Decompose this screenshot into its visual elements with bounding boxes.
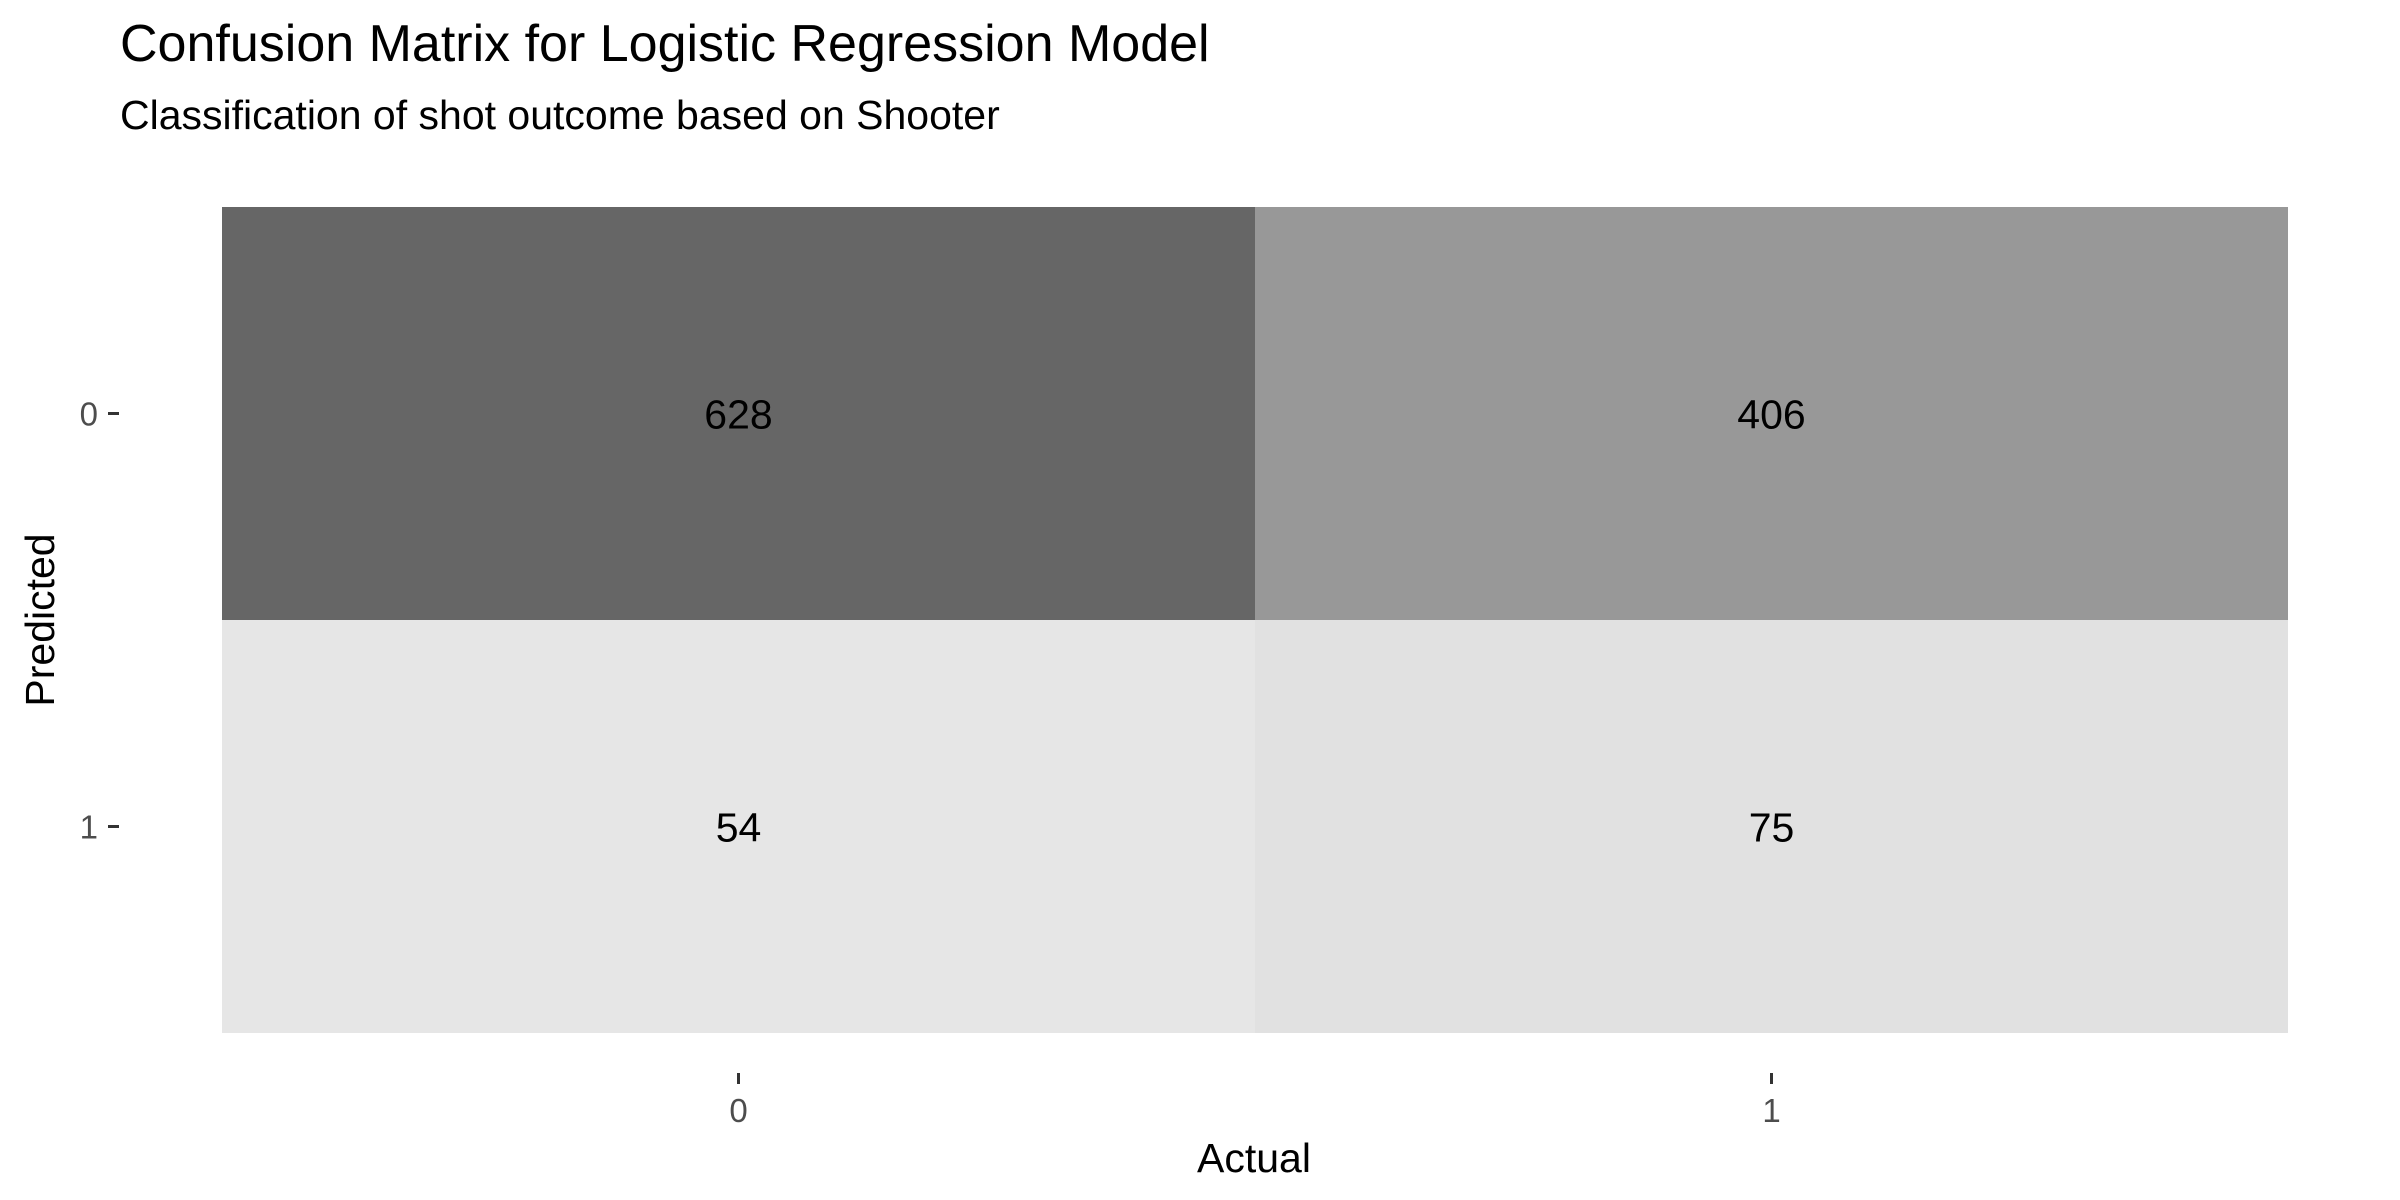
heatmap-cell-pred0-act1 [1255, 207, 2288, 620]
chart-subtitle: Classification of shot outcome based on … [120, 92, 1000, 138]
x-axis-tick-label: 0 [729, 1092, 747, 1129]
y-axis-tick-label: 1 [80, 809, 98, 846]
y-axis-title: Predicted [17, 533, 63, 706]
chart-title: Confusion Matrix for Logistic Regression… [120, 15, 1210, 73]
cell-value-label: 406 [1737, 392, 1805, 438]
cell-value-label: 628 [704, 392, 772, 438]
y-axis-tick-label: 0 [80, 396, 98, 433]
cell-value-label: 54 [716, 805, 762, 851]
cell-value-labels: 628 406 54 75 [704, 392, 1805, 851]
heatmap-cells [222, 207, 2288, 1033]
x-axis-tick-label: 1 [1762, 1092, 1780, 1129]
cell-value-label: 75 [1749, 805, 1795, 851]
heatmap-cell-pred0-act0 [222, 207, 1255, 620]
x-axis-title: Actual [1197, 1135, 1311, 1181]
heatmap-cell-pred1-act1 [1255, 620, 2288, 1033]
y-axis: 01 [80, 396, 119, 846]
heatmap-cell-pred1-act0 [222, 620, 1255, 1033]
